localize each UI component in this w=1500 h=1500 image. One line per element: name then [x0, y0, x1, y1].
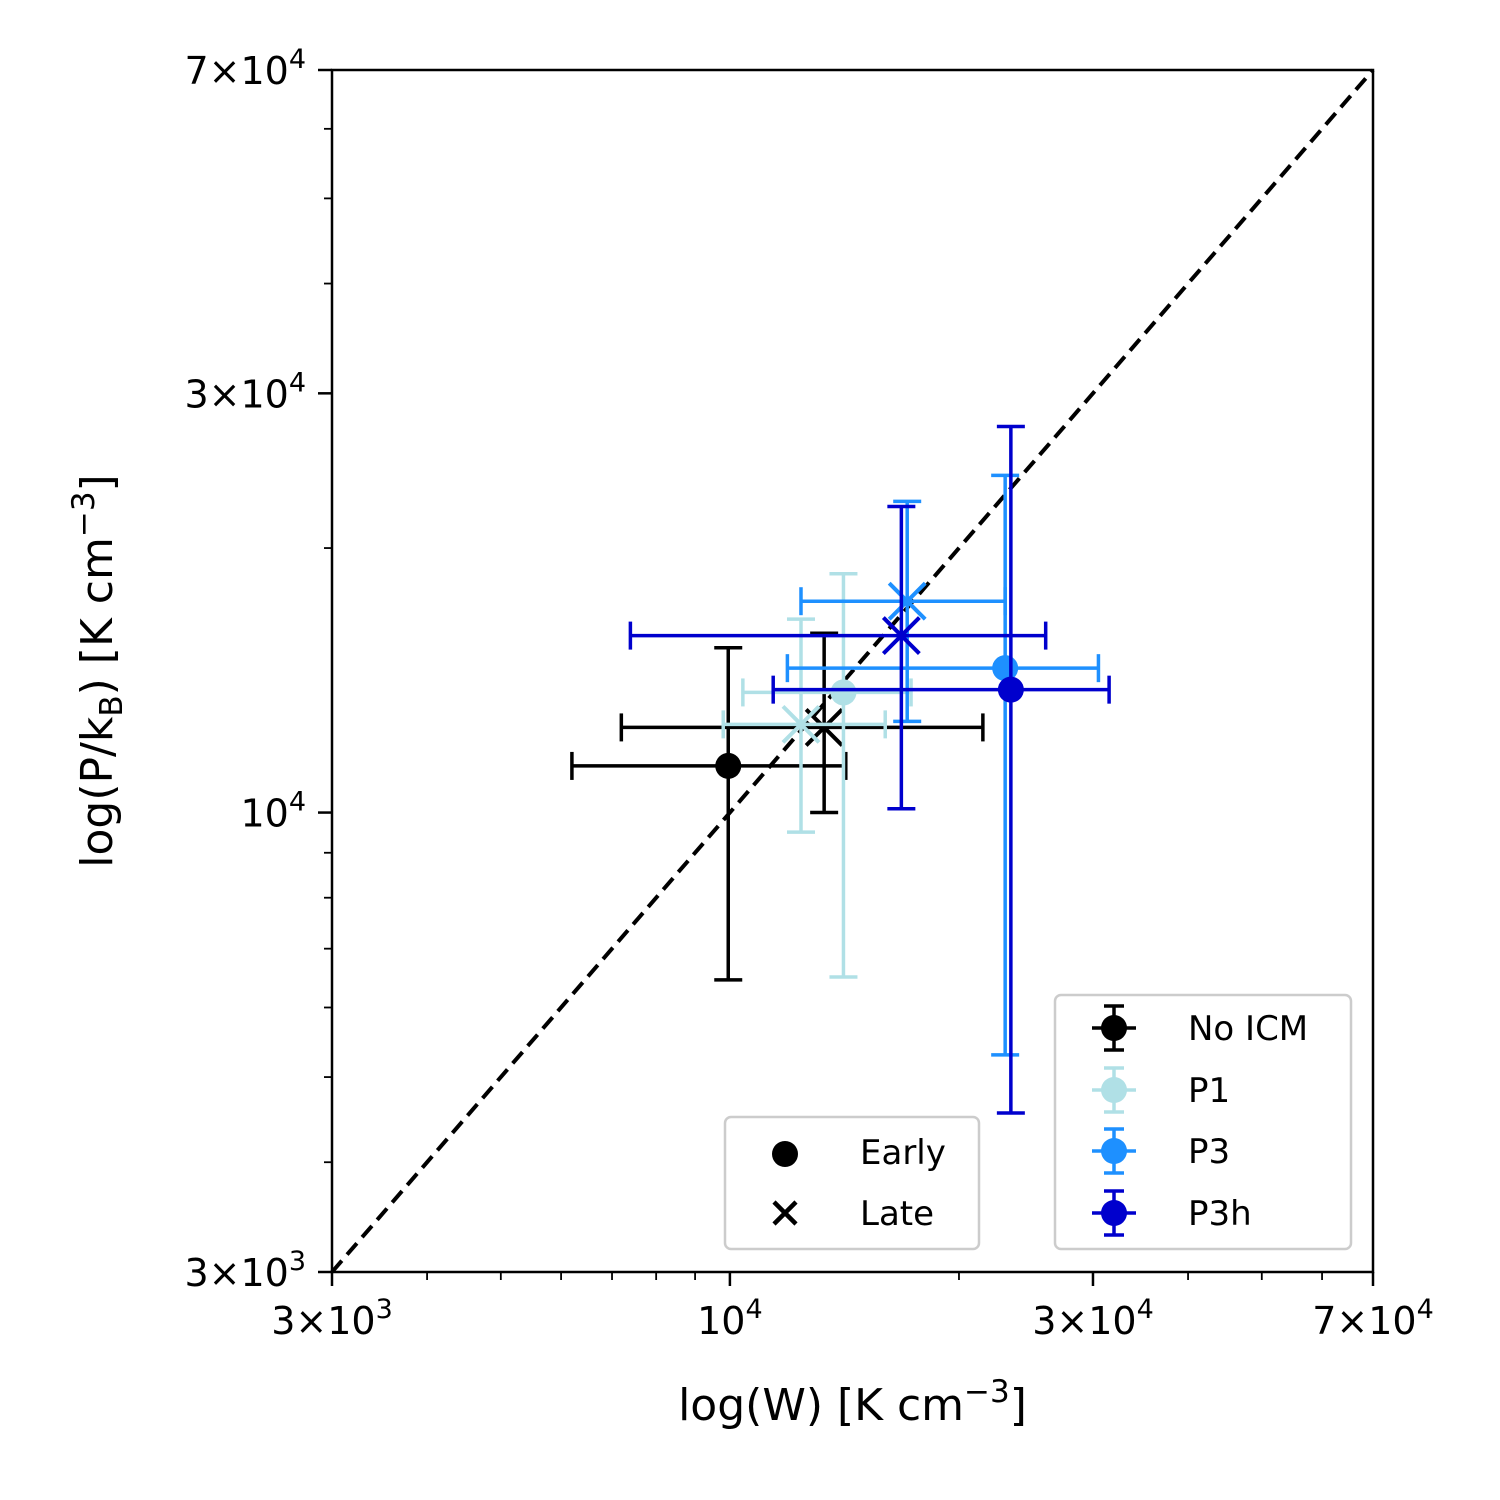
series-p3h	[628, 424, 1111, 1115]
x-tick-label-mantissa: 7×10	[1312, 1299, 1416, 1343]
legend-label: P3	[1188, 1132, 1230, 1172]
y-axis-label-mid: ) [K cm	[72, 537, 123, 695]
series-p1	[721, 571, 913, 979]
y-tick-label-exponent: 4	[289, 787, 306, 818]
x-tick-label: 104	[697, 1294, 763, 1343]
y-tick-label: 3×104	[184, 367, 306, 416]
series-p3-late-point	[887, 581, 927, 621]
legend-entry-p3: P3	[1092, 1127, 1230, 1175]
x-tick-label-exponent: 3	[376, 1294, 393, 1325]
legend-circle-icon	[1101, 1200, 1127, 1226]
legend-entry-p1: P1	[1092, 1066, 1230, 1114]
legend-label: P1	[1188, 1071, 1230, 1111]
y-tick-label-mantissa: 3×10	[184, 372, 288, 416]
y-axis-label: log(P/kB) [K cm−3]	[66, 474, 130, 867]
legend-label: No ICM	[1188, 1009, 1308, 1049]
x-axis-label: log(W) [K cm−3]	[678, 1374, 1027, 1431]
legend-x-icon	[772, 1200, 798, 1226]
y-axis-label-superscript: −3	[66, 491, 102, 537]
x-tick-label-exponent: 4	[745, 1294, 762, 1325]
legend-label: Late	[860, 1194, 934, 1234]
y-tick-label-exponent: 3	[289, 1246, 306, 1277]
reference-line-dashed	[330, 68, 1375, 1274]
series-p3h-early-point	[997, 676, 1024, 703]
x-tick-label: 3×104	[1032, 1294, 1154, 1343]
legend-circle-icon	[772, 1141, 798, 1167]
legend-circle-icon	[1101, 1138, 1127, 1164]
y-tick-label-mantissa: 3×10	[184, 1251, 288, 1295]
series-p1-early-point	[830, 679, 857, 706]
axes-frame	[330, 68, 1375, 1274]
legend-series: No ICM P1 P3 P3h	[1053, 993, 1353, 1251]
x-axis-label-close: ]	[1010, 1380, 1027, 1431]
y-axis-label-text: log(P/k	[72, 716, 123, 868]
x-tick-label-mantissa: 3×10	[271, 1299, 375, 1343]
series-p3h-late-point	[881, 616, 921, 656]
x-tick-label-exponent: 4	[1417, 1294, 1434, 1325]
y-tick-label: 104	[240, 787, 306, 836]
plot-area	[330, 68, 1375, 1274]
x-tick-label-exponent: 4	[1137, 1294, 1154, 1325]
legend-series-frame	[1053, 993, 1353, 1251]
x-axis-label-text: log(W) [K cm	[678, 1380, 964, 1431]
legend-entry-no-icm: No ICM	[1092, 1004, 1308, 1052]
x-tick-label-mantissa: 10	[697, 1299, 745, 1343]
y-tick-label-exponent: 4	[289, 367, 306, 398]
legend-entry-p3h: P3h	[1092, 1189, 1252, 1237]
series-p3	[785, 473, 1101, 1057]
x-axis-label-superscript: −3	[964, 1374, 1010, 1410]
series-p1-late-point	[781, 704, 821, 744]
y-axis-label-subscript: B	[94, 695, 130, 716]
y-axis-label-close: ]	[72, 474, 123, 491]
y-tick-label-mantissa: 7×10	[184, 49, 288, 93]
legend-phase: Early Late	[723, 1115, 981, 1251]
legend-entry-early: Early	[772, 1133, 946, 1173]
y-tick-label: 3×103	[184, 1246, 306, 1295]
y-tick-label-mantissa: 10	[240, 792, 288, 836]
x-tick-label: 7×104	[1312, 1294, 1434, 1343]
legend-circle-icon	[1101, 1015, 1127, 1041]
legend-label: P3h	[1188, 1194, 1252, 1234]
axes: 3×103 104 3×104 7×1043×1031043×1047×104log(…	[66, 44, 1434, 1431]
y-tick-label: 7×104	[184, 44, 306, 93]
x-tick-label: 3×103	[271, 1294, 393, 1343]
legend-entry-late: Late	[772, 1194, 934, 1234]
x-tick-label-mantissa: 3×10	[1032, 1299, 1136, 1343]
legend-label: Early	[860, 1133, 946, 1173]
legends: Early Late No ICM P1 P3 P3h	[723, 993, 1353, 1251]
legend-circle-icon	[1101, 1077, 1127, 1103]
y-tick-label-exponent: 4	[289, 44, 306, 75]
series-no-icm-early-point	[715, 752, 742, 779]
